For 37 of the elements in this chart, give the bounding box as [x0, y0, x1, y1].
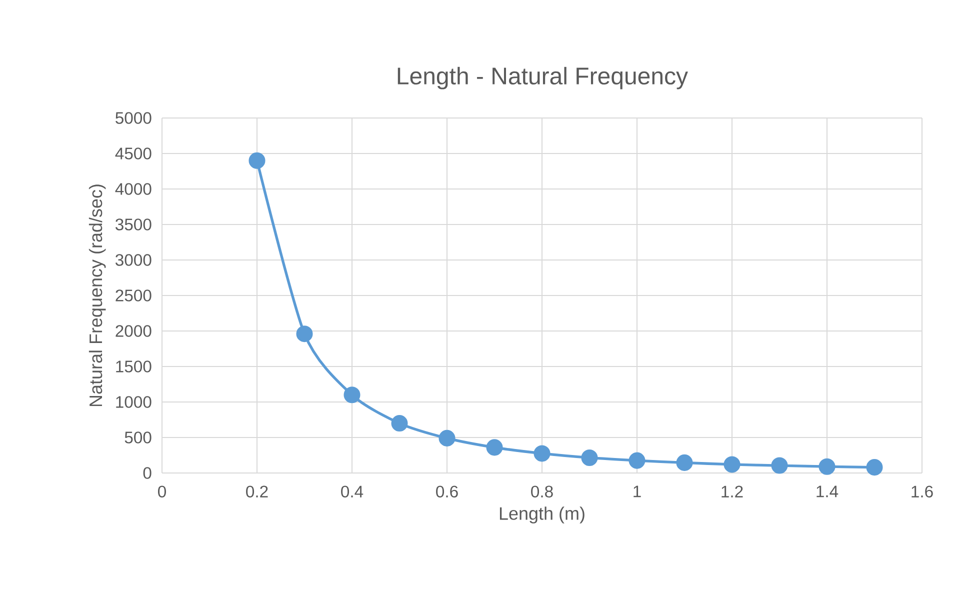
x-tick-label: 0.8: [531, 486, 553, 498]
point: [818, 458, 836, 475]
x-axis-title: Length (m): [500, 506, 584, 524]
point: [676, 454, 693, 471]
y-tick-label: 2000: [116, 325, 152, 337]
point: [534, 445, 550, 462]
x-tick-label: 0: [158, 486, 166, 498]
x-tick-label: 0.6: [436, 486, 458, 498]
x-tick-label: 0.4: [341, 486, 364, 498]
point: [724, 456, 740, 473]
y-tick-label: 4000: [115, 183, 152, 195]
point: [248, 152, 266, 169]
y-tick-label: 2500: [116, 290, 152, 302]
point: [486, 439, 503, 456]
y-tick-label: 1500: [116, 360, 152, 372]
y-tick-label: 1000: [116, 396, 152, 408]
y-tick-label: 5000: [116, 112, 152, 124]
x-tick-label: 1.2: [722, 486, 743, 498]
point: [628, 452, 646, 469]
x-tick-label: 1.6: [912, 486, 933, 498]
y-tick-label: 3500: [116, 218, 152, 230]
point: [344, 386, 360, 404]
x-tick-label: 1.4: [816, 486, 838, 498]
point: [866, 459, 883, 476]
point: [296, 326, 313, 342]
x-tick-label: 1: [634, 486, 641, 498]
x-tick-label: 0.2: [246, 486, 268, 498]
point: [438, 430, 456, 446]
chart-title: Length - Natural Frequency: [398, 66, 688, 90]
point: [581, 449, 598, 466]
y-tick-label: 500: [124, 432, 152, 444]
y-axis-title: Natural Frequency (rad/sec): [88, 184, 106, 406]
y-tick-label: 3000: [116, 254, 152, 266]
y-tick-label: 0: [143, 467, 152, 479]
y-tick-label: 4500: [115, 148, 152, 160]
point: [391, 415, 408, 432]
point: [771, 457, 788, 474]
